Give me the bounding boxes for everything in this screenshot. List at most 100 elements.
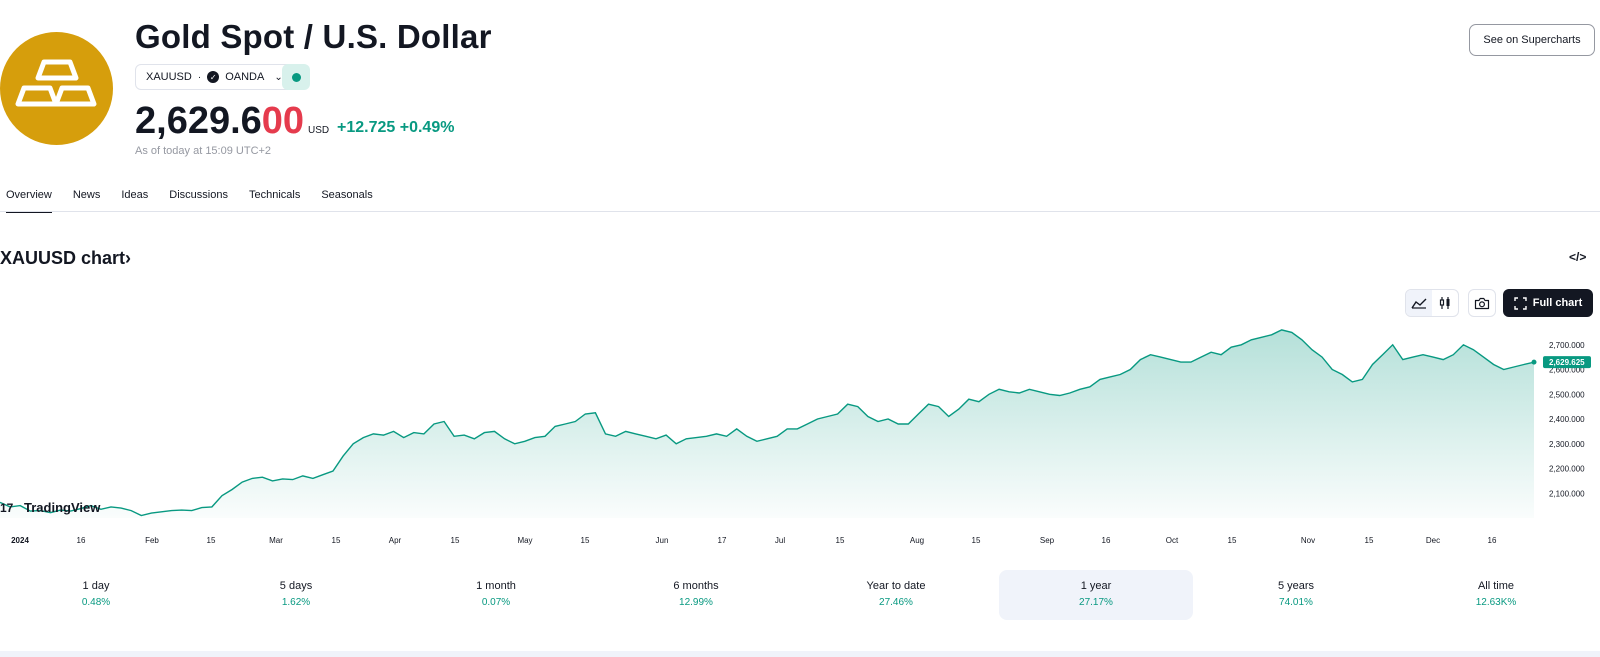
x-tick-label: 15: [451, 536, 460, 545]
y-tick-label: 2,100.000: [1549, 489, 1585, 498]
x-tick-label: May: [517, 536, 532, 545]
market-open-dot-icon: [291, 72, 301, 82]
tab-overview[interactable]: Overview: [0, 189, 58, 213]
y-axis: 2,100.000 2,200.000 2,300.000 2,400.000 2,50…: [1549, 341, 1585, 499]
x-tick-label: Nov: [1301, 536, 1315, 545]
performance-periods: 1 day 0.48% 5 days 1.62% 1 month 0.07% 6 month…: [0, 570, 1600, 620]
x-axis: 2024 16 Feb 15 Mar 15 Apr 15 May 15 Jun 17 Jul 15 Aug 1…: [11, 536, 1497, 545]
tab-ideas[interactable]: Ideas: [121, 189, 149, 201]
period-label: 5 days: [279, 580, 313, 592]
x-tick-label: Sep: [1040, 536, 1055, 545]
period-change: 1.62%: [281, 597, 311, 608]
last-price-text: 2,629.625: [1549, 358, 1585, 367]
symbol-exchange-selector[interactable]: XAUUSD · ✓ OANDA ⌄: [135, 64, 294, 90]
period-change: 27.17%: [1079, 597, 1113, 608]
full-chart-button[interactable]: Full chart: [1503, 289, 1593, 317]
period-label: 1 day: [82, 580, 110, 592]
x-tick-label: Aug: [910, 536, 924, 545]
price-change-pct: +0.49%: [399, 119, 455, 136]
area-chart-button[interactable]: [1406, 290, 1432, 316]
period-change: 0.07%: [481, 597, 511, 608]
price-currency: USD: [308, 125, 330, 136]
watermark-text: TradingView: [24, 500, 101, 515]
tradingview-watermark: 17 TradingView: [0, 500, 101, 515]
candles-chart-button[interactable]: [1432, 290, 1458, 316]
period-change: 12.99%: [679, 597, 713, 608]
y-tick-label: 2,400.000: [1549, 415, 1585, 424]
x-tick-label: 15: [836, 536, 845, 545]
last-price-label: 2,629.625: [1543, 356, 1591, 369]
tab-seasonals[interactable]: Seasonals: [321, 189, 373, 201]
x-tick-label: 15: [1365, 536, 1374, 545]
chart-style-toggle: [1405, 289, 1459, 317]
y-tick-label: 2,700.000: [1549, 341, 1585, 350]
period-change: 12.63K%: [1475, 597, 1517, 608]
period-change: 27.46%: [879, 597, 913, 608]
period-5-years[interactable]: 5 years 74.01%: [1199, 570, 1393, 620]
price-change: +12.725 +0.49%: [337, 119, 454, 137]
see-on-supercharts-button[interactable]: See on Supercharts: [1469, 24, 1595, 56]
x-tick-label: 16: [1488, 536, 1497, 545]
symbol-label: XAUUSD: [146, 71, 192, 83]
period-label: 1 year: [1080, 580, 1112, 592]
period-year-to-date[interactable]: Year to date 27.46%: [799, 570, 993, 620]
period-1-month[interactable]: 1 month 0.07%: [399, 570, 593, 620]
gold-bars-logo: [0, 32, 113, 145]
x-tick-label: 16: [77, 536, 86, 545]
x-tick-label: 15: [972, 536, 981, 545]
expand-icon: [1514, 296, 1527, 310]
y-tick-label: 2,600.000: [1549, 366, 1585, 375]
x-tick-label: 15: [332, 536, 341, 545]
chart-heading-text: XAUUSD chart: [0, 248, 126, 268]
market-status-indicator[interactable]: [282, 64, 310, 90]
embed-code-icon[interactable]: </>: [1569, 250, 1587, 264]
tradingview-logo-icon: 17: [0, 501, 14, 515]
candles-icon: [1439, 297, 1450, 309]
period-6-months[interactable]: 6 months 12.99%: [599, 570, 793, 620]
last-point-dot: [1531, 359, 1537, 365]
price-chart[interactable]: 2,100.000 2,200.000 2,300.000 2,400.000 2,50…: [0, 320, 1600, 550]
period-label: 6 months: [673, 580, 719, 592]
x-tick-label: 17: [718, 536, 727, 545]
x-tick-label: 16: [1102, 536, 1111, 545]
price-main: 2,629.6: [135, 100, 262, 142]
price-tail: 00: [261, 100, 305, 142]
period-label: All time: [1477, 580, 1515, 592]
separator-dot: ·: [197, 71, 202, 83]
chart-heading-link[interactable]: XAUUSD chart›: [0, 248, 131, 269]
period-all-time[interactable]: All time 12.63K%: [1399, 570, 1593, 620]
x-tick-label: 15: [207, 536, 216, 545]
page-tabs: Overview News Ideas Discussions Technica…: [0, 189, 388, 213]
tab-discussions[interactable]: Discussions: [169, 189, 228, 201]
x-tick-label: Jul: [775, 536, 785, 545]
last-price-badge: [1543, 356, 1591, 369]
y-tick-label: 2,500.000: [1549, 390, 1585, 399]
x-tick-label: 15: [581, 536, 590, 545]
tab-technicals[interactable]: Technicals: [248, 189, 301, 201]
chevron-down-icon: ⌄: [274, 71, 283, 83]
gold-bars-icon: [15, 59, 97, 107]
tabs-divider: [0, 211, 1600, 212]
exchange-label: OANDA: [225, 71, 265, 83]
as-of-timestamp: As of today at 15:09 UTC+2: [135, 145, 272, 157]
current-price: 2,629.600: [135, 100, 304, 143]
period-label: 5 years: [1277, 580, 1315, 592]
x-tick-label: Jun: [656, 536, 669, 545]
x-tick-label: 15: [1228, 536, 1237, 545]
period-5-days[interactable]: 5 days 1.62%: [199, 570, 393, 620]
price-area-fill: [0, 329, 1534, 518]
tab-news[interactable]: News: [72, 189, 101, 201]
period-1-year[interactable]: 1 year 27.17%: [999, 570, 1193, 620]
x-tick-label: 2024: [11, 536, 29, 545]
period-1-day[interactable]: 1 day 0.48%: [0, 570, 193, 620]
period-change: 0.48%: [81, 597, 111, 608]
page-title: Gold Spot / U.S. Dollar: [135, 18, 492, 55]
period-change: 74.01%: [1279, 597, 1313, 608]
period-label: 1 month: [476, 580, 516, 592]
x-tick-label: Feb: [145, 536, 159, 545]
full-chart-label: Full chart: [1532, 297, 1583, 309]
x-tick-label: Apr: [389, 536, 402, 545]
chevron-right-icon: ›: [125, 248, 132, 268]
snapshot-button[interactable]: [1468, 289, 1496, 317]
x-tick-label: Oct: [1166, 536, 1179, 545]
